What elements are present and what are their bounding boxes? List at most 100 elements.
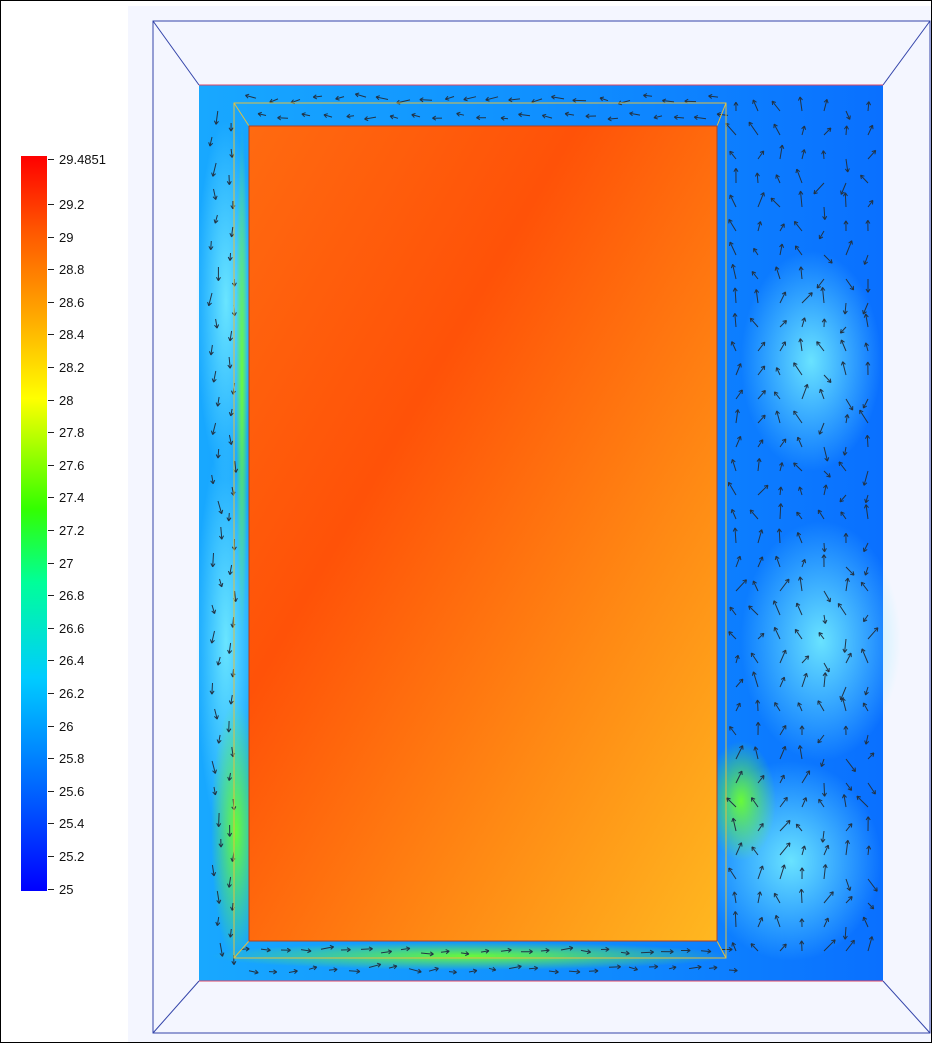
velocity-arrow <box>798 486 803 496</box>
velocity-arrow <box>774 914 781 928</box>
domain-outer-box <box>152 20 931 1034</box>
colorbar-tick-mark <box>48 204 54 205</box>
velocity-arrow <box>420 951 434 957</box>
colorbar-max-tick <box>48 159 54 160</box>
velocity-arrow <box>778 486 784 496</box>
velocity-arrow <box>840 339 847 352</box>
velocity-arrow <box>842 926 848 940</box>
velocity-arrow <box>779 864 786 880</box>
velocity-arrow <box>862 702 869 712</box>
colorbar-tick-label: 25.4 <box>59 816 85 831</box>
perspective-edges <box>152 20 931 1034</box>
velocity-arrow <box>440 949 450 955</box>
velocity-arrow <box>818 632 825 640</box>
velocity-arrow <box>643 93 653 99</box>
colorbar-tick-mark <box>48 823 54 824</box>
velocity-arrow <box>818 798 825 808</box>
colorbar-tick-label: 26.2 <box>59 686 85 701</box>
velocity-arrow <box>732 911 738 928</box>
velocity-arrow <box>844 158 850 173</box>
velocity-arrow <box>778 503 784 520</box>
velocity-arrow <box>842 192 848 208</box>
velocity-arrow <box>209 682 215 695</box>
colorbar-tick-mark <box>48 269 54 270</box>
velocity-arrow <box>779 223 785 232</box>
velocity-arrow <box>843 725 849 736</box>
colorbar-tick-label: 26 <box>59 719 74 734</box>
velocity-arrow <box>799 725 805 735</box>
velocity-arrow <box>860 581 869 592</box>
velocity-arrow <box>308 965 318 971</box>
velocity-arrow <box>867 936 874 952</box>
velocity-arrow <box>448 969 457 975</box>
velocity-arrow <box>779 438 787 448</box>
velocity-arrow <box>798 888 805 904</box>
velocity-arrow <box>845 782 853 791</box>
velocity-arrow <box>779 842 791 856</box>
velocity-arrow <box>228 330 233 342</box>
velocity-arrow <box>681 948 691 954</box>
velocity-arrow <box>775 367 781 376</box>
velocity-arrow <box>218 526 225 540</box>
velocity-arrow <box>207 292 213 307</box>
colorbar-tick-mark <box>48 302 54 303</box>
velocity-arrow <box>628 966 638 972</box>
velocity-arrow <box>779 676 786 688</box>
velocity-arrow <box>751 797 759 808</box>
colorbar-tick-label: 28.2 <box>59 360 85 375</box>
colorbar-tick-label: 29.2 <box>59 197 85 212</box>
velocity-arrow <box>354 92 367 98</box>
velocity-arrow <box>820 287 826 304</box>
velocity-arrow <box>757 774 765 784</box>
velocity-arrow <box>867 124 874 136</box>
velocity-arrow <box>779 462 784 472</box>
velocity-arrow <box>843 125 849 136</box>
velocity-arrow <box>773 892 781 904</box>
velocity-arrow <box>312 94 323 100</box>
velocity-arrow <box>774 555 781 568</box>
velocity-arrow <box>585 113 597 119</box>
velocity-arrow <box>215 916 221 927</box>
colorbar-tick-mark <box>48 334 54 335</box>
velocity-arrow <box>798 338 804 352</box>
velocity-arrow <box>419 97 433 103</box>
velocity-arrow <box>629 111 641 117</box>
velocity-arrow <box>227 252 233 261</box>
colorbar-tick-label: 27.2 <box>59 523 85 538</box>
velocity-arrow <box>844 577 850 592</box>
colorbar-tick-mark <box>48 400 54 401</box>
heated-solid[interactable] <box>248 125 718 942</box>
velocity-arrow <box>728 967 738 973</box>
velocity-arrow <box>360 946 373 952</box>
velocity-arrow <box>779 819 791 832</box>
velocity-arrow <box>754 289 760 304</box>
velocity-arrow <box>700 948 712 954</box>
velocity-arrow <box>752 580 759 592</box>
velocity-arrow <box>845 240 853 256</box>
colorbar-tick-mark <box>48 660 54 661</box>
velocity-arrow <box>864 434 871 448</box>
velocity-arrow <box>820 758 825 767</box>
velocity-arrow <box>779 243 785 256</box>
velocity-arrow <box>865 219 871 232</box>
velocity-arrow <box>463 96 477 102</box>
velocity-arrow <box>749 317 759 328</box>
velocity-arrow <box>248 969 259 975</box>
velocity-arrow <box>863 504 869 520</box>
velocity-arrow <box>735 363 742 376</box>
velocity-arrow <box>816 341 825 352</box>
velocity-arrow <box>757 439 764 448</box>
velocity-arrow <box>755 721 761 736</box>
velocity-arrow <box>750 943 759 952</box>
colorbar-tick-label: 26.8 <box>59 588 85 603</box>
velocity-arrow <box>500 115 509 121</box>
velocity-arrow <box>733 168 739 184</box>
velocity-arrow <box>460 951 470 957</box>
velocity-arrow <box>748 121 759 136</box>
velocity-arrow <box>260 947 271 953</box>
colorbar-tick-label: 29 <box>59 230 74 245</box>
velocity-arrow <box>795 823 803 832</box>
velocity-arrow <box>795 168 803 184</box>
